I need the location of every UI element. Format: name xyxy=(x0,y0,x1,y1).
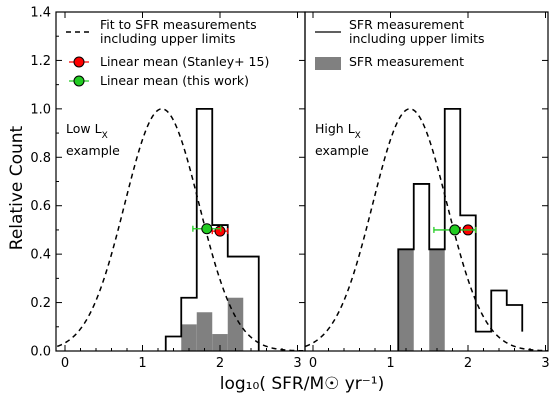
y-tick-label: 1.0 xyxy=(30,102,51,117)
x-tick-label: 3 xyxy=(541,356,549,371)
step-histogram xyxy=(164,107,260,351)
y-tick-label: 0.0 xyxy=(30,345,51,360)
gaussian-fit-curve xyxy=(56,108,305,351)
plot-area xyxy=(305,107,548,351)
y-tick-label: 1.2 xyxy=(30,54,51,69)
filled-bar xyxy=(227,297,244,351)
legend-label-line2: including upper limits xyxy=(349,31,485,46)
plot-area xyxy=(56,107,305,351)
y-tick-label: 0.4 xyxy=(30,248,51,263)
legend-label: SFR measurement xyxy=(349,17,464,32)
legend-label: Linear mean (Stanley+ 15) xyxy=(100,54,269,69)
annotation-subscript: X xyxy=(102,131,108,141)
x-tick-label: 2 xyxy=(464,356,472,371)
x-tick-label: 2 xyxy=(216,356,224,371)
y-tick-label: 0.6 xyxy=(30,199,51,214)
x-tick-label: 0 xyxy=(309,356,317,371)
axes-frame xyxy=(304,11,549,352)
legend-label-line2: including upper limits xyxy=(100,31,236,46)
gaussian-fit-curve xyxy=(305,108,548,351)
x-axis-label: log₁₀( SFR/M☉ yr⁻¹) xyxy=(220,374,384,394)
panel-low-lx: 0 1 2 3 Low LX example Fit to SFR measurements… xyxy=(55,11,306,371)
legend-label: Linear mean (this work) xyxy=(100,73,249,88)
filled-bar xyxy=(398,249,414,351)
x-tick-label: 0 xyxy=(61,356,69,371)
legend-label: SFR measurement xyxy=(349,54,464,69)
panel-annotation-line2: example xyxy=(315,143,369,158)
panel-annotation-line1: Low LX xyxy=(66,121,108,141)
y-tick-label: 1.4 xyxy=(30,6,51,21)
panel-annotation-line1: High LX xyxy=(315,121,361,141)
filled-bar xyxy=(212,334,228,351)
annotation-subscript: X xyxy=(355,131,361,141)
y-tick-label: 0.2 xyxy=(30,296,51,311)
mean-stanley-marker xyxy=(214,225,226,237)
legend-key-marker xyxy=(73,56,85,68)
legend-key-box xyxy=(315,57,341,70)
x-tick-label: 3 xyxy=(293,356,301,371)
y-ticks: 0.0 0.2 0.4 0.6 0.8 1.0 1.2 1.4 xyxy=(30,6,548,360)
filled-bar xyxy=(429,249,445,351)
legend-label: Fit to SFR measurements xyxy=(100,17,257,32)
panel-annotation-line2: example xyxy=(66,143,120,158)
filled-bar xyxy=(196,312,213,351)
mean-this-work-marker xyxy=(201,223,213,235)
x-tick-label: 1 xyxy=(386,356,394,371)
step-histogram xyxy=(397,107,524,351)
y-axis-label: Relative Count xyxy=(7,125,27,250)
x-tick-label: 1 xyxy=(138,356,146,371)
filled-bar xyxy=(181,324,197,351)
legend-key-marker xyxy=(73,75,85,87)
y-tick-label: 0.8 xyxy=(30,151,51,166)
mean-this-work-marker xyxy=(449,224,461,236)
